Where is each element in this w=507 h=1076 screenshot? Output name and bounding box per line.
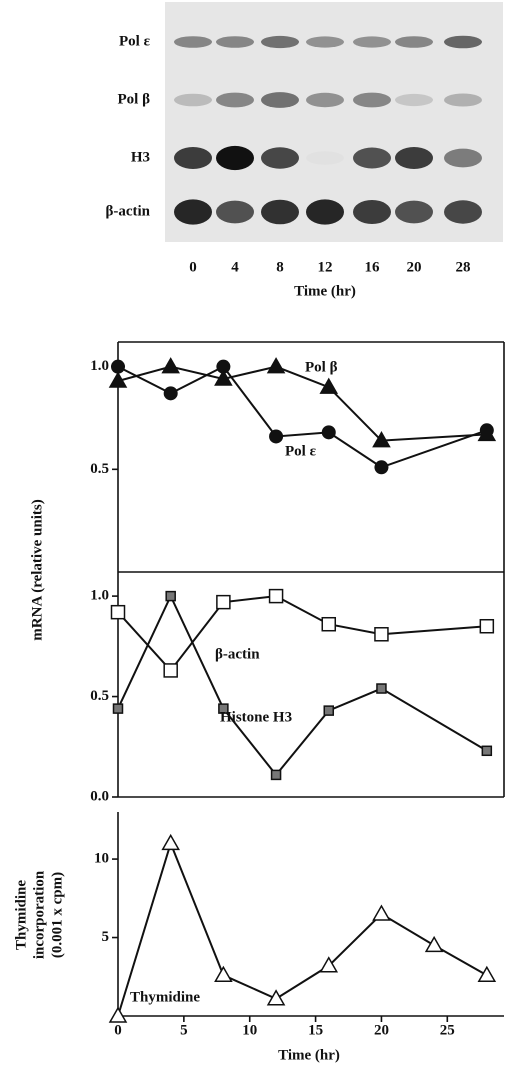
series-line bbox=[118, 367, 487, 441]
y-tick-label: 0.0 bbox=[90, 788, 109, 804]
blot-band bbox=[444, 36, 482, 49]
marker bbox=[321, 379, 337, 393]
marker bbox=[373, 906, 389, 920]
blot-band bbox=[444, 149, 482, 168]
y-axis-label: incorporation bbox=[31, 870, 47, 959]
blot-lane-label: 16 bbox=[365, 259, 381, 275]
blot-band bbox=[353, 200, 391, 224]
y-axis-label: mRNA (relative units) bbox=[29, 499, 45, 640]
y-axis-label: Thymidine bbox=[13, 880, 29, 950]
blot-band bbox=[216, 93, 254, 108]
marker bbox=[114, 704, 123, 713]
blot-band bbox=[174, 36, 212, 48]
x-tick-label: 5 bbox=[180, 1022, 188, 1038]
marker bbox=[110, 1008, 126, 1022]
blot-band bbox=[261, 200, 299, 225]
blot-band bbox=[395, 147, 433, 169]
marker bbox=[217, 596, 230, 609]
blot-band bbox=[174, 199, 212, 224]
marker bbox=[479, 967, 495, 981]
blot-band bbox=[174, 94, 212, 107]
y-tick-label: 0.5 bbox=[90, 461, 109, 477]
blot-band bbox=[261, 36, 299, 48]
x-tick-label: 15 bbox=[308, 1022, 323, 1038]
blot-lane-label: 20 bbox=[407, 259, 422, 275]
marker bbox=[322, 618, 335, 631]
x-tick-label: 20 bbox=[374, 1022, 389, 1038]
blot-band bbox=[353, 148, 391, 169]
series-line bbox=[118, 596, 487, 775]
marker bbox=[426, 937, 442, 951]
blot-band bbox=[261, 147, 299, 168]
y-tick-label: 0.5 bbox=[90, 688, 109, 704]
marker bbox=[322, 425, 336, 439]
series-label: β-actin bbox=[215, 646, 260, 662]
blot-band bbox=[444, 200, 482, 223]
y-tick-label: 5 bbox=[102, 929, 110, 945]
series-label: Thymidine bbox=[130, 989, 200, 1005]
blot-band bbox=[395, 94, 433, 106]
marker bbox=[215, 967, 231, 981]
marker bbox=[166, 592, 175, 601]
marker bbox=[272, 770, 281, 779]
x-tick-label: 25 bbox=[440, 1022, 455, 1038]
blot-row-label: β-actin bbox=[105, 203, 150, 219]
blot-lane-label: 12 bbox=[318, 259, 333, 275]
blot-band bbox=[395, 201, 433, 224]
blot-band bbox=[306, 36, 344, 47]
blot-lane-label: 8 bbox=[276, 259, 284, 275]
blot-band bbox=[353, 36, 391, 47]
blot-band bbox=[353, 93, 391, 108]
blot-band bbox=[216, 36, 254, 48]
series-label: Pol β bbox=[305, 359, 338, 375]
blot-band bbox=[306, 199, 344, 224]
marker bbox=[269, 429, 283, 443]
marker bbox=[270, 590, 283, 603]
marker bbox=[163, 835, 179, 849]
x-tick-label: 10 bbox=[242, 1022, 257, 1038]
x-tick-label: 0 bbox=[114, 1022, 122, 1038]
blot-band bbox=[174, 147, 212, 169]
marker bbox=[163, 359, 179, 373]
x-axis-label: Time (hr) bbox=[278, 1047, 340, 1063]
y-tick-label: 1.0 bbox=[90, 588, 109, 604]
y-tick-label: 1.0 bbox=[90, 358, 109, 374]
marker bbox=[112, 606, 125, 619]
marker bbox=[374, 460, 388, 474]
blot-band bbox=[306, 93, 344, 107]
marker bbox=[480, 620, 493, 633]
blot-x-label: Time (hr) bbox=[294, 283, 356, 299]
marker bbox=[375, 628, 388, 641]
blot-row-label: H3 bbox=[131, 149, 150, 165]
blot-band bbox=[444, 93, 482, 106]
blot-band bbox=[216, 201, 254, 224]
blot-band bbox=[216, 146, 254, 170]
marker bbox=[377, 684, 386, 693]
series-label: Histone H3 bbox=[220, 709, 292, 725]
blot-row-label: Pol ε bbox=[119, 33, 151, 49]
series-line bbox=[118, 596, 487, 670]
blot-band bbox=[306, 151, 344, 164]
marker bbox=[268, 991, 284, 1005]
blot-band bbox=[395, 36, 433, 48]
blot-band bbox=[261, 92, 299, 108]
marker bbox=[482, 746, 491, 755]
marker bbox=[164, 386, 178, 400]
marker bbox=[324, 706, 333, 715]
blot-lane-label: 0 bbox=[189, 259, 197, 275]
blot-lane-label: 4 bbox=[231, 259, 239, 275]
y-axis-label: (0.001 x cpm) bbox=[49, 872, 65, 958]
blot-row-label: Pol β bbox=[118, 91, 151, 107]
y-tick-label: 10 bbox=[94, 851, 109, 867]
marker bbox=[164, 664, 177, 677]
marker bbox=[268, 359, 284, 373]
figure: Time (hr) Pol ε Pol β H3 β-actin 0 4 8 12 16 20 28… bbox=[0, 0, 507, 1076]
blot-lane-label: 28 bbox=[456, 259, 471, 275]
series-label: Pol ε bbox=[285, 443, 317, 459]
